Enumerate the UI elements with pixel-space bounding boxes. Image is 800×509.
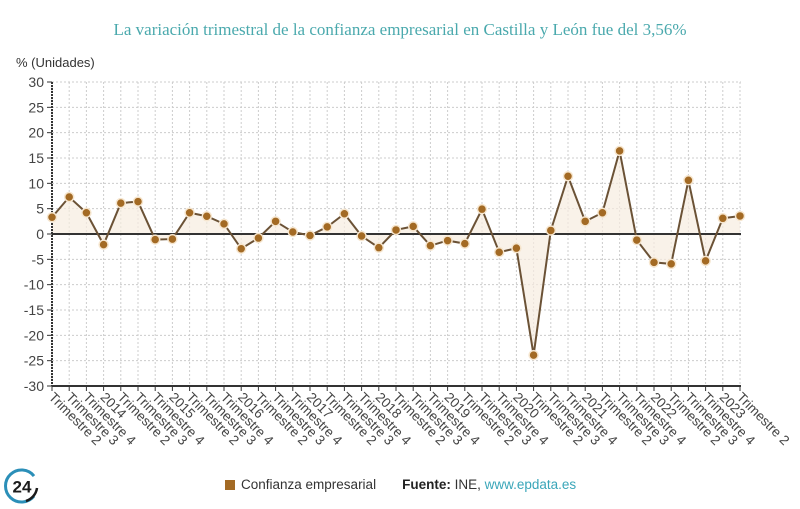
y-tick-label: 30 — [28, 74, 44, 90]
data-point[interactable]: Trimestre 2: 6.1 — [115, 197, 127, 209]
data-point[interactable]: 2016: -2.9 — [235, 243, 247, 254]
data-point[interactable]: Trimestre 4: -0.4 — [356, 230, 367, 242]
data-point[interactable]: 2014: -2.1 — [98, 239, 109, 250]
logo-arc-icon — [4, 468, 36, 504]
source-link[interactable]: www.epdata.es — [484, 477, 577, 492]
chart-title: La variación trimestral de la confianza … — [113, 20, 687, 39]
y-tick-label: 5 — [36, 201, 44, 217]
data-point[interactable]: 2022: -5.6 — [648, 257, 660, 268]
y-tick-label: -5 — [32, 251, 45, 267]
y-tick-label: 25 — [28, 99, 44, 115]
data-point[interactable]: Trimestre 2: -23.9 — [528, 349, 539, 361]
data-point[interactable]: Trimestre 2: 4.2 — [597, 207, 608, 218]
logo-text: 24 — [13, 478, 32, 497]
data-point[interactable]: Trimestre 3: 4 — [339, 208, 350, 219]
data-point[interactable]: Trimestre 2: -0.8 — [253, 232, 264, 244]
data-point[interactable]: Trimestre 2: -5.9 — [665, 258, 677, 270]
data-point[interactable]: 2015: -1 — [167, 233, 178, 245]
data-point[interactable]: Trimestre 4: -1.2 — [631, 234, 643, 246]
data-point[interactable]: Trimestre 3: 0.7 — [545, 225, 557, 236]
data-point[interactable]: 2019: -1.3 — [442, 235, 453, 246]
data-point[interactable]: 2021: 2.5 — [579, 216, 591, 227]
legend: Confianza empresarial Fuente: INE, www.e… — [225, 477, 576, 492]
data-point[interactable]: Trimestre 2: 3.56 — [734, 210, 746, 222]
data-point[interactable]: Trimestre 3: 2.5 — [270, 216, 281, 227]
y-axis-ticks: 30 25 20 15 10 5 0 -5 -10 -15 -20 -25 -30 — [24, 74, 52, 394]
line-chart: 30 25 20 15 10 5 0 -5 -10 -15 -20 -25 -30 Trimestre … — [24, 74, 793, 448]
y-axis-unit-label: % (Unidades) — [16, 55, 95, 70]
data-point[interactable]: Trimestre 4: 0.4 — [287, 226, 299, 238]
y-tick-label: -10 — [24, 277, 44, 293]
series-markers: Trimestre 2: 3.3 Trimestre 3: 7.3 Trimestr… — [46, 145, 746, 361]
data-point[interactable]: Trimestre 2: 3.3 — [46, 212, 58, 223]
data-point[interactable]: 2023: 3.1 — [717, 213, 729, 224]
y-tick-label: -30 — [24, 378, 44, 394]
y-tick-label: 15 — [28, 150, 44, 166]
legend-series-label[interactable]: Confianza empresarial — [241, 477, 377, 492]
data-point[interactable]: Trimestre 3: 10.6 — [683, 175, 694, 186]
europa-press-24-logo: 24 — [4, 468, 39, 504]
data-point[interactable]: 2017: -0.3 — [304, 230, 316, 241]
source-name: INE, — [454, 477, 481, 492]
data-point[interactable]: Trimestre 2: 1.4 — [321, 221, 333, 233]
y-tick-label: 20 — [28, 125, 44, 141]
data-point[interactable]: Trimestre 2: -1.9 — [459, 238, 471, 249]
data-point[interactable]: Trimestre 3: 16.4 — [614, 145, 625, 157]
data-point[interactable]: Trimestre 3: 4.9 — [476, 203, 488, 215]
source: Fuente: INE, www.epdata.es — [402, 477, 576, 492]
y-tick-label: -25 — [24, 353, 44, 369]
data-point[interactable]: Trimestre 2: 4.2 — [184, 207, 195, 218]
data-point[interactable]: Trimestre 4: 11.4 — [562, 170, 574, 182]
data-point[interactable]: Trimestre 4: -1.1 — [149, 234, 161, 245]
logo-arc-dark-icon — [25, 487, 39, 503]
data-point[interactable]: Trimestre 2: 0.8 — [390, 224, 402, 236]
y-tick-label: 0 — [36, 226, 44, 242]
data-point[interactable]: Trimestre 4: -5.3 — [700, 255, 711, 267]
data-point[interactable]: 2018: -2.7 — [373, 242, 385, 253]
data-point[interactable]: Trimestre 3: 1.5 — [407, 221, 419, 232]
data-point[interactable]: Trimestre 3: 6.4 — [132, 196, 144, 207]
data-point[interactable]: Trimestre 4: 2 — [218, 218, 230, 230]
legend-swatch — [225, 479, 235, 490]
source-prefix: Fuente: — [402, 477, 451, 492]
data-point[interactable]: Trimestre 4: 4.2 — [81, 207, 92, 218]
data-point[interactable]: Trimestre 4: -3.6 — [493, 246, 505, 258]
y-tick-label: -20 — [24, 327, 44, 343]
data-point[interactable]: Trimestre 3: 3.5 — [201, 211, 213, 222]
series-area — [52, 150, 740, 356]
y-tick-label: -15 — [24, 302, 44, 318]
data-point[interactable]: Trimestre 3: 7.3 — [63, 191, 75, 203]
series-line — [51, 150, 741, 356]
y-tick-label: 10 — [28, 175, 44, 191]
data-point[interactable]: 2020: -2.8 — [511, 242, 522, 254]
data-point[interactable]: Trimestre 4: -2.3 — [425, 240, 436, 251]
